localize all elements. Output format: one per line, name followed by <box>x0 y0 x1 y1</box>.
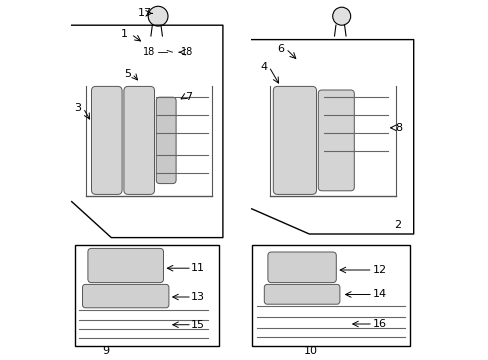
FancyBboxPatch shape <box>264 284 339 304</box>
Ellipse shape <box>332 7 350 25</box>
Text: 13: 13 <box>190 292 204 302</box>
Text: 10: 10 <box>304 346 318 356</box>
FancyBboxPatch shape <box>82 284 168 308</box>
Text: 16: 16 <box>372 319 386 329</box>
Text: 18: 18 <box>181 47 193 57</box>
Text: 11: 11 <box>190 263 204 273</box>
FancyBboxPatch shape <box>91 86 122 194</box>
Ellipse shape <box>148 6 168 26</box>
Text: 9: 9 <box>102 346 109 356</box>
Bar <box>75 245 219 346</box>
Text: 18: 18 <box>142 47 155 57</box>
FancyBboxPatch shape <box>123 86 154 194</box>
Text: 2: 2 <box>393 220 400 230</box>
Text: 15: 15 <box>190 320 204 330</box>
Text: 7: 7 <box>185 92 192 102</box>
Text: 12: 12 <box>372 265 386 275</box>
FancyBboxPatch shape <box>156 97 176 184</box>
Text: 3: 3 <box>75 103 81 113</box>
FancyBboxPatch shape <box>318 90 354 191</box>
FancyBboxPatch shape <box>273 86 316 194</box>
Text: 14: 14 <box>372 289 386 300</box>
Bar <box>251 245 409 346</box>
FancyBboxPatch shape <box>267 252 336 283</box>
Text: 5: 5 <box>124 69 131 79</box>
FancyBboxPatch shape <box>88 248 163 283</box>
Text: 6: 6 <box>277 44 284 54</box>
Text: 8: 8 <box>395 123 402 133</box>
Text: 1: 1 <box>120 29 127 39</box>
Text: 17: 17 <box>137 8 151 18</box>
Text: 4: 4 <box>260 62 267 72</box>
